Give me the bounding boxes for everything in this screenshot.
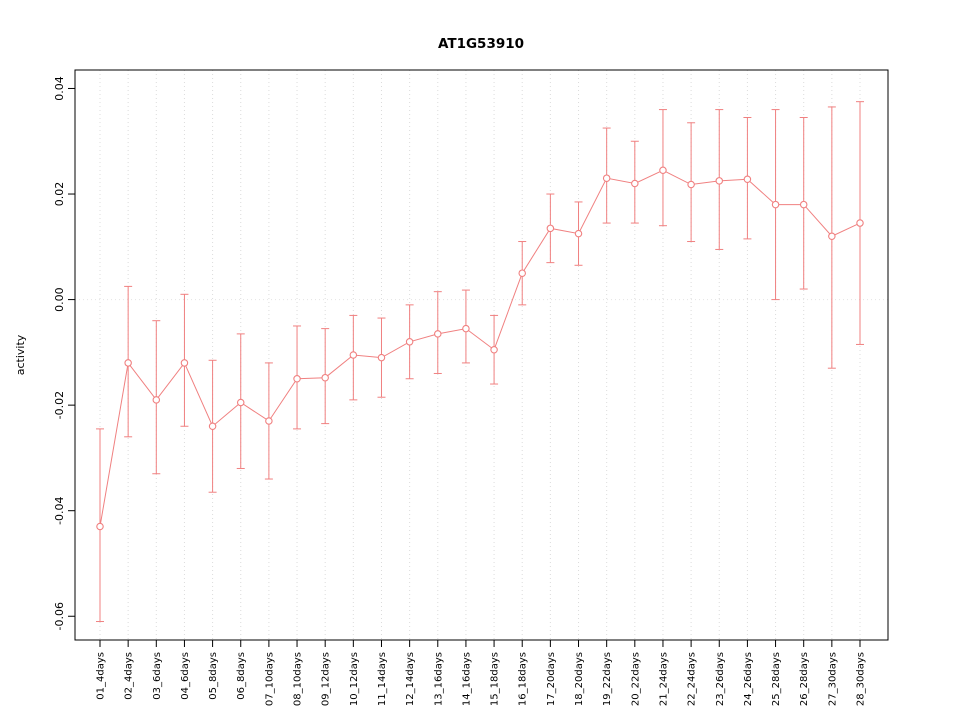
x-tick-label: 02_4days xyxy=(124,652,135,700)
x-tick-label: 24_26days xyxy=(743,652,754,706)
y-tick-label: 0.00 xyxy=(53,287,66,312)
data-point xyxy=(124,359,132,367)
chart-title: AT1G53910 xyxy=(438,36,524,52)
gridlines xyxy=(75,70,888,640)
x-tick-label: 19_22days xyxy=(602,652,613,706)
x-tick-label: 01_4days xyxy=(96,652,107,700)
data-point xyxy=(236,398,245,407)
y-axis: -0.06 -0.04 -0.02 0.00 0.02 0.04 xyxy=(53,76,75,630)
x-tick-label: 27_30days xyxy=(827,652,838,706)
data-point xyxy=(152,396,161,404)
data-point xyxy=(434,330,442,338)
x-tick-label: 18_20days xyxy=(574,652,585,706)
data-point xyxy=(856,219,864,227)
y-tick-label: -0.02 xyxy=(53,391,66,419)
data-point xyxy=(631,179,639,188)
x-tick-label: 20_22days xyxy=(630,652,641,706)
data-point xyxy=(490,345,498,354)
x-tick-label: 14_16days xyxy=(461,652,472,706)
x-tick-label: 09_12days xyxy=(321,652,332,706)
data-point xyxy=(715,177,724,185)
data-point xyxy=(743,175,752,184)
data-point xyxy=(349,351,358,359)
y-tick-label: -0.06 xyxy=(53,602,66,630)
data-point xyxy=(208,422,217,430)
data-point xyxy=(518,269,526,277)
x-tick-label: 17_20days xyxy=(546,652,557,706)
x-tick-label: 13_16days xyxy=(433,652,444,706)
plot-render-root: -0.06 -0.04 -0.02 0.00 0.02 0.04 01_4days 02_4d… xyxy=(53,69,889,706)
x-tick-label: 10_12days xyxy=(349,652,360,706)
x-axis: 01_4days 02_4days 03_6days 04_6days 05_8days… xyxy=(96,640,867,706)
x-tick-label: 07_10days xyxy=(264,652,275,706)
data-point xyxy=(602,174,611,182)
data-point xyxy=(377,353,386,362)
data-point xyxy=(659,166,667,175)
x-tick-label: 28_30days xyxy=(856,652,867,706)
x-tick-label: 23_26days xyxy=(715,652,726,706)
x-tick-label: 26_28days xyxy=(799,652,810,706)
x-tick-label: 08_10days xyxy=(293,652,304,706)
y-tick-label: -0.04 xyxy=(53,496,66,524)
plot-frame xyxy=(74,69,889,641)
data-point xyxy=(462,324,470,333)
x-tick-label: 11_14days xyxy=(377,652,388,706)
data-point xyxy=(687,180,695,189)
data-point xyxy=(293,374,301,383)
data-point xyxy=(828,232,836,241)
data-points xyxy=(96,166,864,531)
x-tick-label: 22_24days xyxy=(687,652,698,706)
x-tick-label: 25_28days xyxy=(771,652,782,706)
y-tick-label: 0.04 xyxy=(53,76,66,101)
x-tick-label: 21_24days xyxy=(658,652,669,706)
data-point xyxy=(180,359,189,367)
mean-line xyxy=(99,169,861,527)
x-tick-label: 06_8days xyxy=(236,652,247,700)
y-axis-label: activity xyxy=(14,334,27,375)
x-tick-label: 04_6days xyxy=(180,652,191,700)
data-point xyxy=(771,200,780,209)
y-tick-label: 0.02 xyxy=(53,182,66,207)
data-point xyxy=(265,417,273,425)
data-point xyxy=(574,229,583,238)
data-point xyxy=(405,338,414,346)
x-tick-label: 03_6days xyxy=(152,652,163,700)
data-point xyxy=(546,224,555,233)
x-tick-label: 05_8days xyxy=(208,652,219,700)
data-point xyxy=(321,373,329,382)
data-point xyxy=(96,522,104,531)
x-tick-label: 12_14days xyxy=(405,652,416,706)
data-point xyxy=(799,200,808,209)
x-tick-label: 16_18days xyxy=(518,652,529,706)
x-tick-label: 15_18days xyxy=(490,652,501,706)
